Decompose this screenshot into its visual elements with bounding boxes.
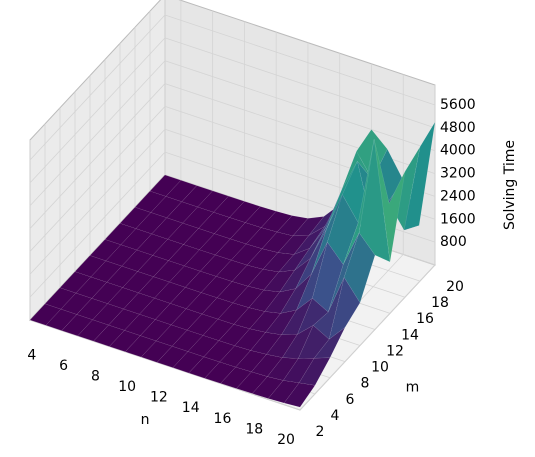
y-tick-label: 6 xyxy=(346,392,355,408)
y-tick-label: 18 xyxy=(431,295,449,311)
z-tick-label: 1600 xyxy=(440,211,476,227)
grid-line xyxy=(29,151,166,298)
y-tick-label: 4 xyxy=(331,408,340,424)
surface-patch xyxy=(328,276,361,340)
x-tick-label: 18 xyxy=(245,421,263,437)
x-tick-label: 10 xyxy=(118,379,136,395)
z-tick-label: 4800 xyxy=(440,120,476,136)
grid-line xyxy=(29,83,166,229)
y-tick-label: 2 xyxy=(316,424,325,440)
x-tick-label: 6 xyxy=(59,358,68,374)
x-tick-label: 12 xyxy=(150,390,168,406)
grid-line xyxy=(29,129,166,275)
y-tick-label: 8 xyxy=(361,376,370,392)
grid-line xyxy=(29,60,166,206)
grid-line xyxy=(164,37,436,129)
y-axis-label: m xyxy=(406,380,420,396)
grid-line xyxy=(29,37,166,184)
y-tick-label: 14 xyxy=(401,327,419,343)
grid-line xyxy=(299,264,436,411)
x-tick-label: 16 xyxy=(214,411,232,427)
y-tick-label: 20 xyxy=(446,279,464,295)
x-tick-label: 20 xyxy=(277,432,295,448)
z-axis-label: Solving Time xyxy=(502,140,518,230)
grid-line xyxy=(29,14,166,161)
x-tick-label: 8 xyxy=(91,368,100,384)
z-tick-label: 3200 xyxy=(440,166,476,182)
z-tick-label: 5600 xyxy=(440,97,476,113)
surface-patch xyxy=(283,382,316,408)
z-tick-label: 4000 xyxy=(440,143,476,159)
y-tick-label: 12 xyxy=(386,343,404,359)
x-axis-label: n xyxy=(141,412,150,428)
grid-line xyxy=(164,14,436,106)
y-tick-label: 16 xyxy=(416,311,434,327)
grid-line xyxy=(29,106,166,252)
z-tick-label: 800 xyxy=(440,234,467,250)
surface-patch xyxy=(313,327,346,359)
y-tick-label: 10 xyxy=(371,360,389,376)
z-tick-label: 2400 xyxy=(440,188,476,204)
x-tick-label: 4 xyxy=(27,347,36,363)
grid-line xyxy=(164,60,436,152)
x-tick-label: 14 xyxy=(182,400,200,416)
